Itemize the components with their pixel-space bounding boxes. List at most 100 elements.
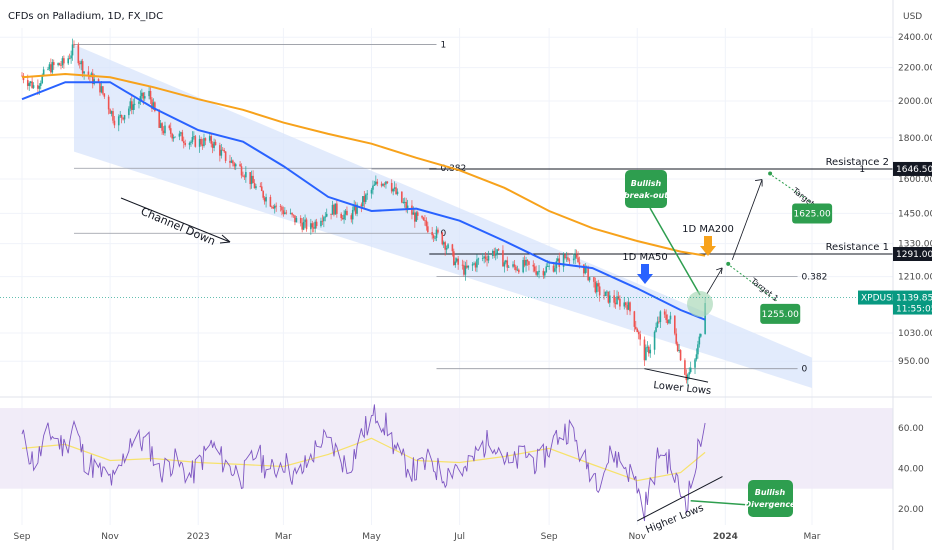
candle-body [431,232,433,236]
candle-body [178,133,181,137]
candle-body [471,264,474,266]
candle-body [363,196,366,202]
candle-body [679,350,682,361]
candle-body [414,212,416,222]
candle-body [516,269,519,271]
candle-body [496,249,498,254]
candle-body [91,73,94,84]
candle-body [646,346,649,348]
candle-body [437,229,439,233]
candle-body [315,221,318,227]
candle-body [578,262,581,265]
y-tick-label: 1600.00 [898,175,932,185]
candle-body [232,160,234,164]
candle-body [191,136,194,142]
fib-level-label: 0 [440,229,446,239]
candle-body [158,110,161,128]
candle-body [234,164,237,167]
candle-body [109,109,111,114]
candle-body [624,302,627,306]
x-tick-label: May [362,532,381,542]
candle-body [584,267,587,274]
candle-body [123,115,126,120]
y-tick-label: 1450.00 [898,209,932,219]
candle-body [597,283,600,287]
candle-body [390,182,393,192]
fib-level-label: 1 [440,41,446,51]
candle-body [636,328,639,333]
candle-body [684,360,686,375]
channel-arrow-head [219,234,231,244]
candle-body [133,103,136,105]
candle-body [613,295,615,303]
candle-body [52,62,55,66]
candle-body [593,277,595,282]
candle-body [51,62,54,73]
candle-body [200,138,202,145]
candle-body [271,206,273,208]
candle-body [574,254,576,259]
candle-body [353,205,355,211]
candle-body [143,96,146,99]
candle-body [31,81,33,88]
candle-body [148,90,150,97]
candle-body [269,196,272,207]
breakout-circle [687,291,713,317]
candle-body [633,311,636,327]
candle-body [323,217,325,222]
x-tick-label: Nov [628,532,646,542]
candle-body [637,332,640,335]
candle-body [314,221,316,229]
candle-body [536,272,539,275]
candle-body [128,108,130,116]
candle-body [477,258,480,260]
lower-lows-line [644,368,709,383]
candle-body [506,260,509,268]
candle-body [78,63,81,65]
candle-body [673,315,676,334]
candle-body [663,311,666,315]
candle-body [542,270,545,276]
candle-body [221,149,224,151]
candles [21,38,706,387]
candle-body [154,102,156,111]
candle-body [97,79,100,82]
candle-body [333,204,335,215]
target-dot [768,171,773,176]
divergence-text-2: Divergence [745,500,797,509]
candle-body [383,184,386,185]
candle-body [435,229,438,238]
fib-level-label: 1 [859,165,865,175]
candle-body [103,93,106,97]
divergence-badge [748,480,793,517]
x-tick-label: Mar [804,532,821,542]
y-tick-label: 950.00 [898,357,930,367]
target-box [760,303,801,324]
target-dotted-line [729,265,779,303]
candle-body [689,367,692,373]
projection-2 [731,179,763,261]
candle-body [473,263,475,265]
candle-body [518,269,520,273]
candle-body [193,136,195,138]
candle-body [494,253,497,256]
candle-body [336,203,338,214]
candle-body [233,163,236,167]
candle-body [356,204,358,214]
candle-body [484,256,487,260]
candle-body [223,150,225,152]
candle-body [653,331,656,350]
candle-body [180,132,182,134]
candle-body [340,213,342,219]
candle-body [454,261,457,266]
rsi-tick-label: 40.00 [898,465,924,475]
candle-body [548,265,550,267]
candle-body [422,217,425,221]
rsi-ma-line [21,437,706,482]
candle-body [645,347,647,361]
candle-body [656,321,659,328]
last-price-tag [893,290,932,315]
candle-body [204,138,207,141]
candle-body [117,116,120,126]
